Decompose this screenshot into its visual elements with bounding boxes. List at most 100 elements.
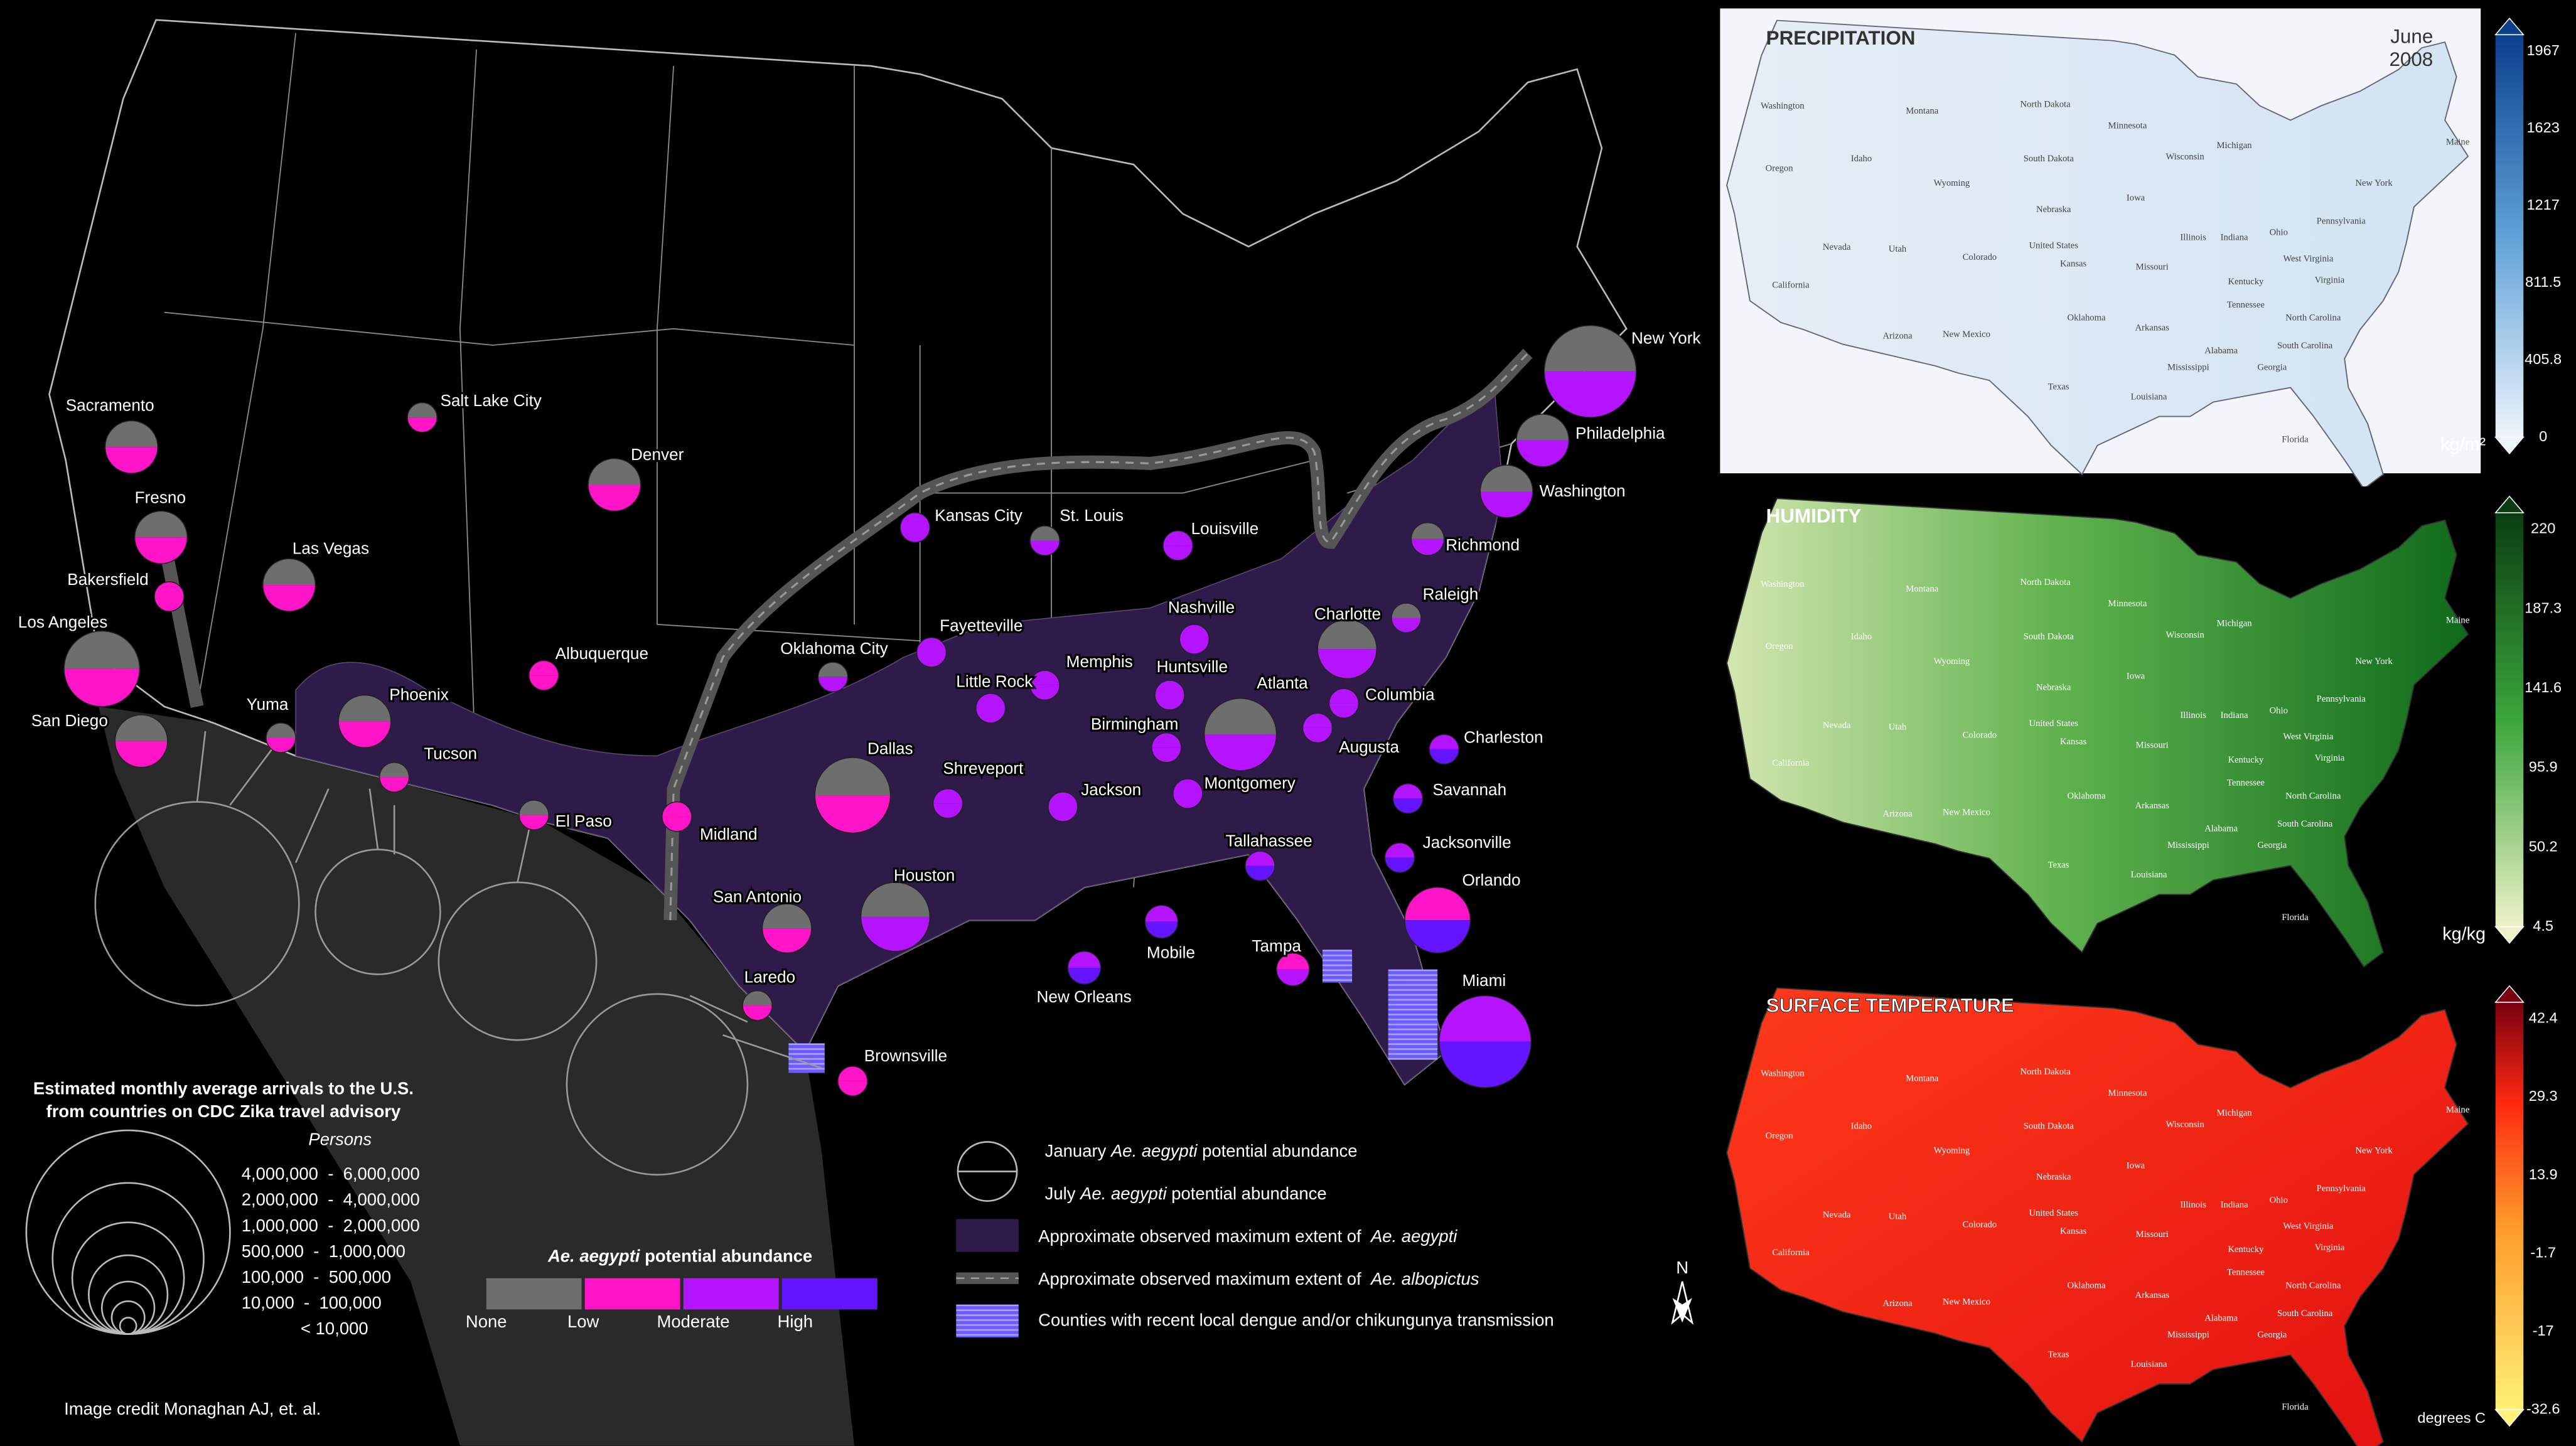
city-label: Savannah — [1432, 780, 1506, 799]
city-january — [1173, 778, 1203, 794]
arrival-title: from countries on CDC Zika travel adviso… — [46, 1101, 402, 1121]
city-label: Bakersfield — [67, 570, 148, 589]
state-label: Montana — [1906, 106, 1939, 116]
state-label: Oregon — [1766, 641, 1794, 651]
state-label: Pennsylvania — [2317, 694, 2366, 704]
city-label: Charleston — [1464, 727, 1543, 746]
city-january — [64, 631, 140, 669]
state-label: Nevada — [1823, 1210, 1851, 1220]
city-outline — [1029, 525, 1060, 556]
city: Yuma — [244, 693, 296, 753]
state-label: Louisiana — [2131, 392, 2167, 402]
city-outline — [1048, 791, 1078, 822]
city: Tucson — [378, 742, 479, 793]
city: Dallas — [814, 737, 915, 834]
colorbar-unit: kg/m² — [2440, 435, 2486, 455]
city-july — [975, 708, 1006, 723]
city-july — [1411, 538, 1444, 556]
state-label: Ohio — [2270, 705, 2288, 715]
city-label: Brownsville — [864, 1046, 947, 1065]
city-outline — [837, 1066, 868, 1096]
city-label: San Diego — [31, 711, 108, 730]
colorbar — [2495, 35, 2524, 437]
state-label: California — [1772, 758, 1810, 768]
state-label: Louisiana — [2131, 1359, 2167, 1369]
city: Brownsville — [837, 1044, 949, 1096]
state-label: Nebraska — [2036, 683, 2071, 693]
state-label: Florida — [2282, 913, 2309, 923]
city: Richmond — [1410, 522, 1521, 556]
state-label: Missouri — [2136, 740, 2169, 750]
city: Miami — [1439, 969, 1532, 1088]
city: St. Louis — [1029, 504, 1125, 556]
state-label: Virginia — [2315, 1243, 2345, 1253]
city: Houston — [860, 864, 957, 952]
state-label: Kentucky — [2228, 1245, 2264, 1255]
city-label: Richmond — [1446, 535, 1520, 554]
abundance-swatch — [584, 1278, 680, 1310]
state-label: Oklahoma — [2068, 313, 2106, 323]
state-label: Montana — [1906, 584, 1939, 594]
city-january — [115, 714, 168, 741]
city-label: Denver — [631, 445, 684, 464]
colorbar-tick: 0 — [2539, 428, 2547, 444]
city-january — [1302, 713, 1333, 728]
city-label: Phoenix — [389, 685, 449, 704]
city: Fayetteville — [916, 614, 1025, 668]
key-part: July — [1045, 1184, 1080, 1203]
north-arrow-outline — [1671, 1281, 1694, 1325]
city-january — [154, 581, 185, 597]
abundance-level: Moderate — [657, 1312, 729, 1331]
city: Midland — [662, 801, 759, 845]
city-outline — [114, 714, 168, 768]
city-label: Nashville — [1168, 598, 1235, 617]
abundance-title: Ae. aegypti potential abundance — [547, 1246, 812, 1265]
city-january — [1151, 732, 1181, 748]
colorbar-tick: 187.3 — [2525, 599, 2562, 616]
state-label: Alabama — [2204, 346, 2238, 356]
state-label: Utah — [1889, 1211, 1907, 1221]
city-january — [1068, 951, 1101, 968]
state-label: Washington — [1761, 579, 1805, 589]
arrival-class: 1,000,000 - 2,000,000 — [242, 1216, 420, 1235]
city-label: Charlotte — [1314, 604, 1381, 623]
key-label: Approximate observed maximum extent of A… — [1038, 1269, 1479, 1288]
city-january — [1429, 734, 1459, 749]
panel-title: PRECIPITATION — [1766, 27, 1916, 49]
city-january — [861, 882, 930, 917]
state-label: Montana — [1906, 1074, 1939, 1084]
city-july — [1163, 545, 1193, 560]
city-outline — [932, 788, 963, 819]
county-hatch — [788, 1043, 825, 1073]
city-january — [588, 458, 641, 485]
city-january — [379, 762, 409, 778]
city-label: Miami — [1462, 971, 1506, 990]
city-july — [1179, 639, 1210, 655]
city-january — [262, 559, 316, 586]
city: Denver — [588, 443, 686, 512]
city-outline — [1328, 688, 1360, 719]
city-july — [743, 1005, 773, 1020]
city-july — [1480, 491, 1533, 518]
city-july — [1030, 685, 1060, 700]
city-outline — [1404, 886, 1471, 954]
state-label: South Dakota — [2024, 154, 2074, 164]
city-label: Augusta — [1339, 737, 1399, 756]
city-january — [743, 990, 773, 1006]
state-label: Idaho — [1851, 632, 1872, 642]
city: Shreveport — [932, 757, 1026, 819]
city-label: Atlanta — [1257, 673, 1308, 692]
state-label: Washington — [1761, 1069, 1805, 1079]
city-january — [1030, 525, 1060, 541]
city-july — [407, 417, 437, 432]
city-july — [1439, 1041, 1532, 1088]
city-label: Salt Lake City — [440, 391, 542, 410]
city: New York — [1543, 324, 1704, 418]
abundance-level: Low — [567, 1312, 599, 1331]
north-label: N — [1676, 1258, 1688, 1277]
city-label: Tucson — [424, 744, 477, 763]
state-label: North Dakota — [2021, 99, 2071, 109]
city-january — [916, 637, 947, 653]
city-label: Philadelphia — [1575, 424, 1665, 442]
state-label: North Carolina — [2285, 313, 2341, 323]
